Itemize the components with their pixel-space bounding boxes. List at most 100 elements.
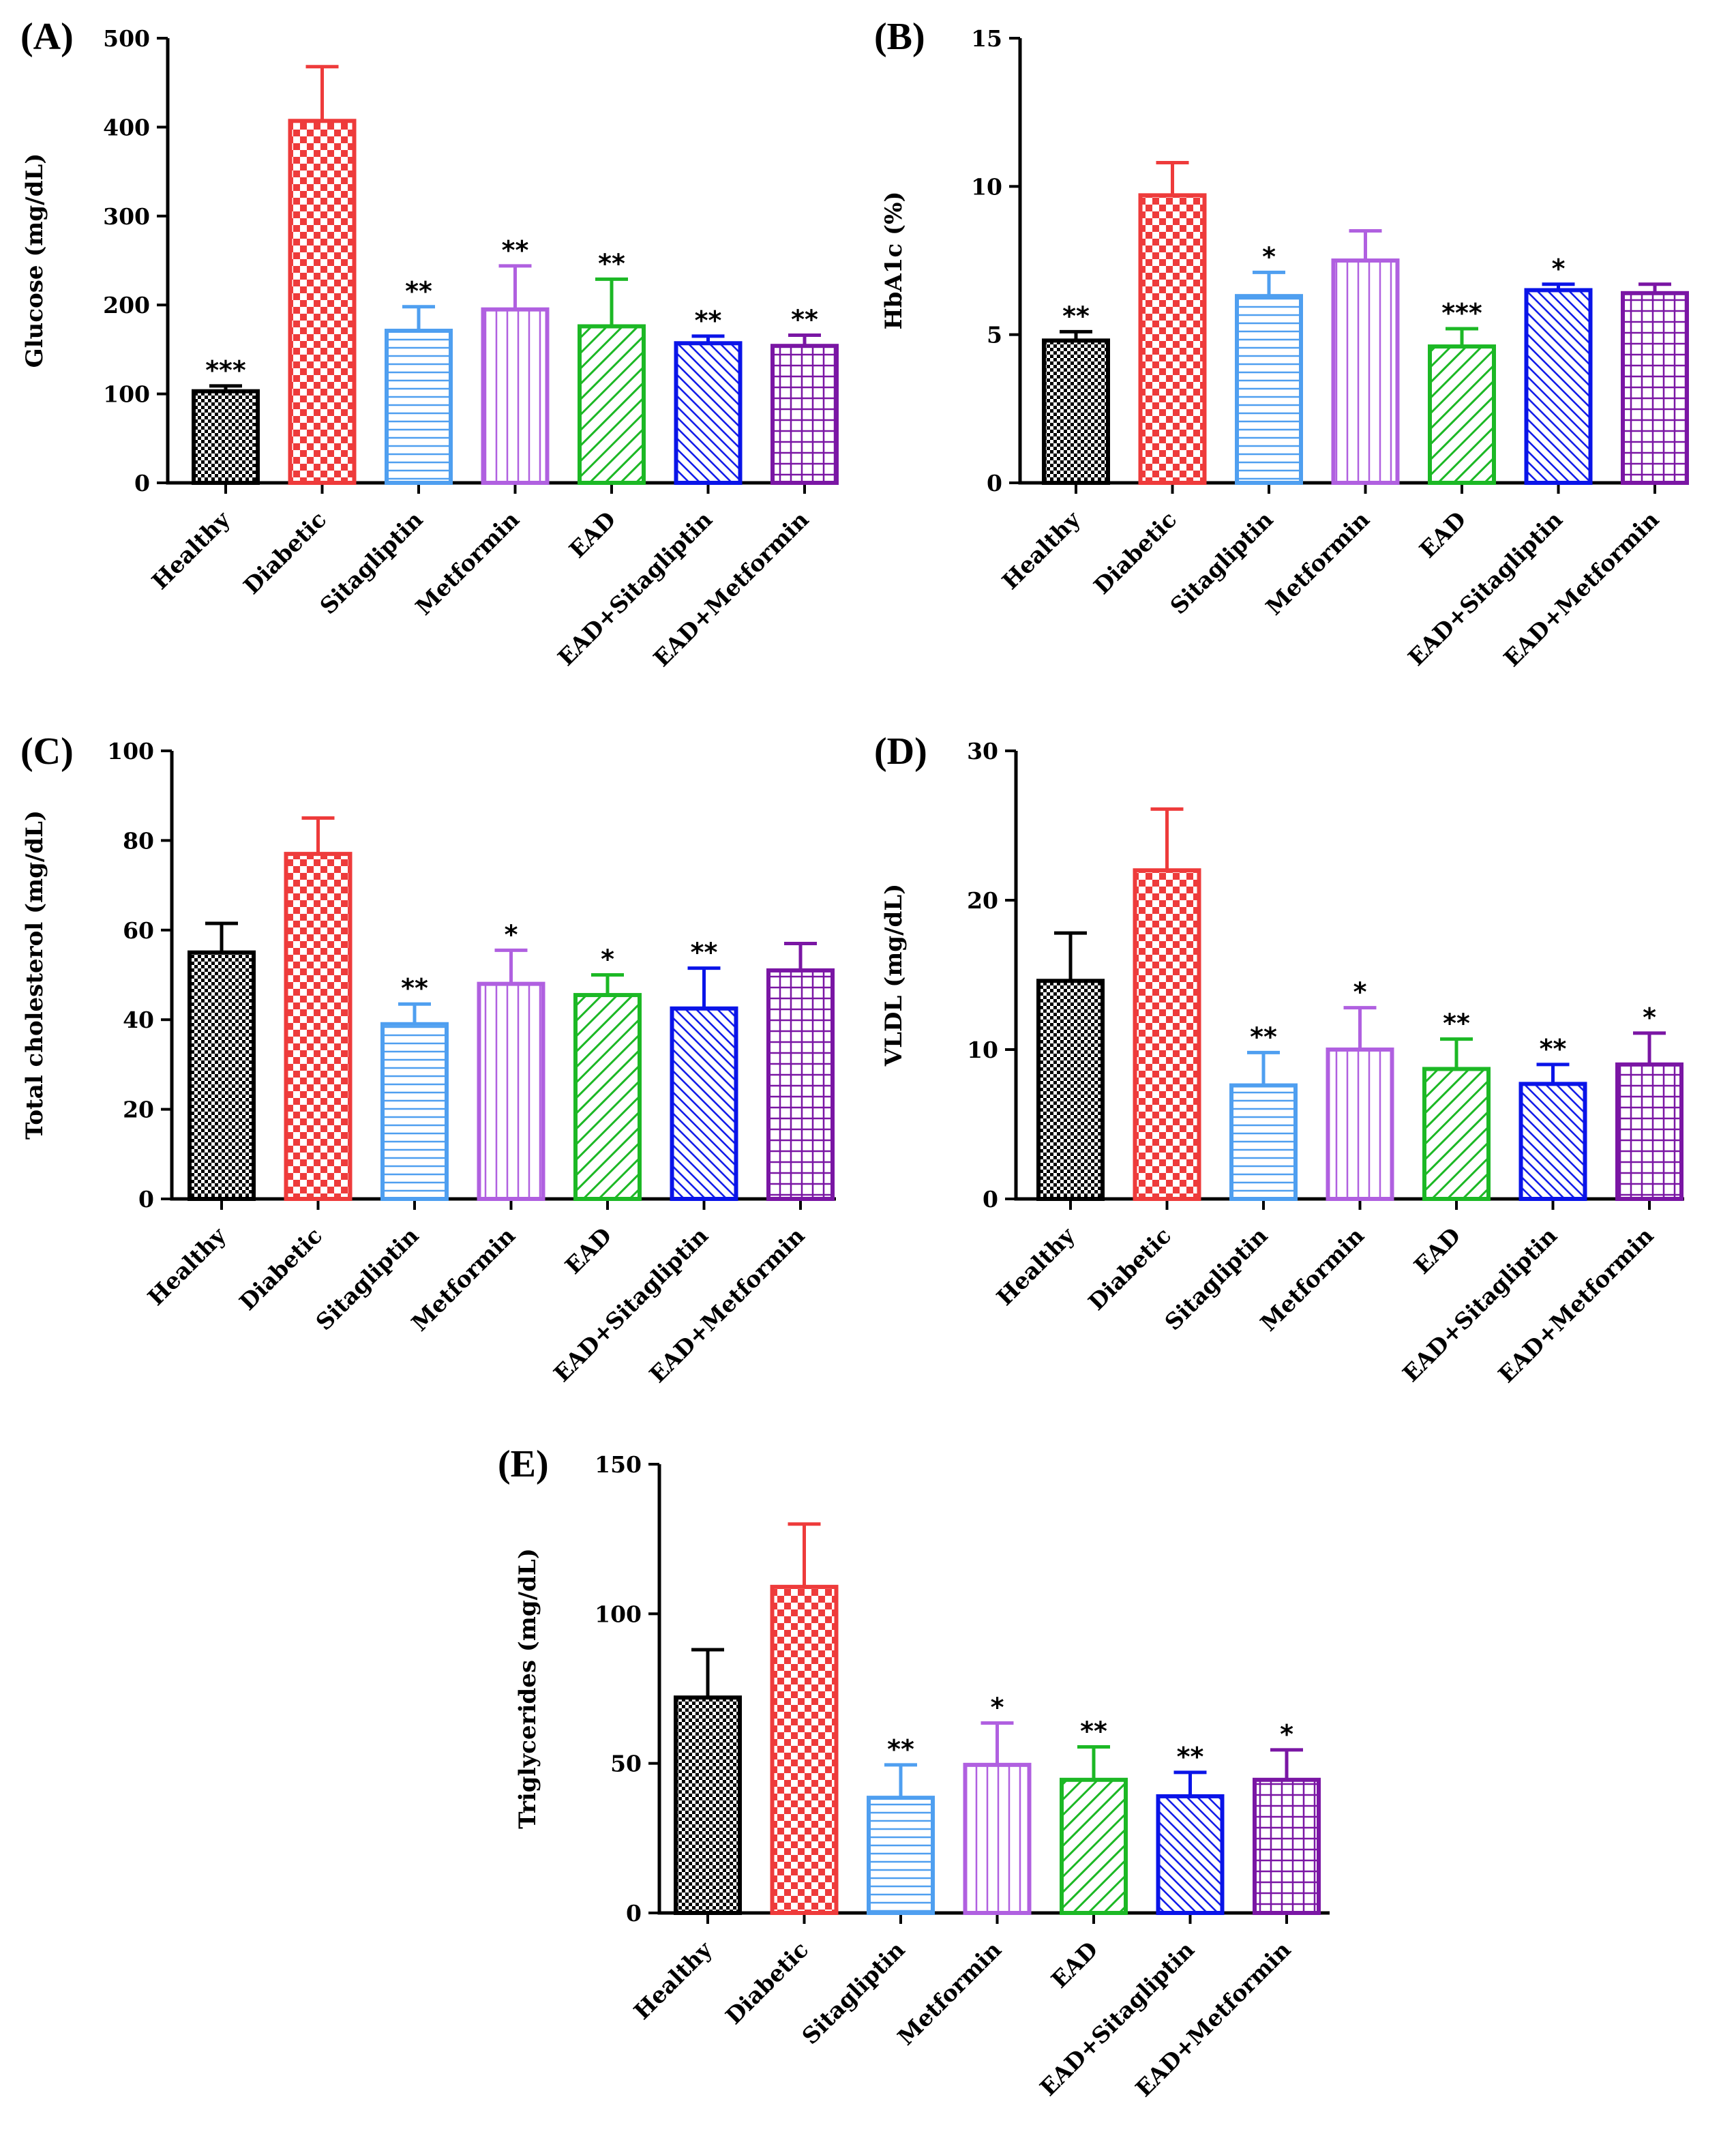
- panel-a-bar-ead: [578, 324, 646, 485]
- panel-a-significance-sitagliptin: **: [405, 276, 432, 306]
- panel-b-bar-ead: [1428, 344, 1496, 486]
- panel-d-significance-sitagliptin: **: [1250, 1022, 1277, 1052]
- panel-a: (A) Glucose (mg/dL) 0 100 200 300 400 500 *** Hea…: [20, 16, 839, 672]
- panel-d-y-tick-label: 10: [967, 1037, 998, 1063]
- panel-a-y-tick-label: 200: [103, 292, 150, 318]
- panel-d-x-label-healthy: Healthy: [991, 1222, 1080, 1311]
- panel-d-significance-metformin: *: [1353, 977, 1367, 1007]
- panel-c-bar-ead-sitagliptin: [670, 1006, 738, 1202]
- panel-e-x-label-ead: EAD: [1046, 1936, 1103, 1993]
- panel-c-letter: (C): [20, 730, 74, 773]
- panel-b-bar-ead-sitagliptin: [1524, 288, 1593, 485]
- panel-b-x-label-ead: EAD: [1414, 506, 1471, 563]
- panel-e-bar-ead-sitagliptin: [1156, 1794, 1225, 1915]
- panel-d-bar-healthy: [1036, 979, 1105, 1201]
- panel-a-bar-sitagliptin: [385, 329, 453, 485]
- panel-a-bar-ead-metformin: [770, 344, 839, 485]
- panel-a-bar-diabetic: [288, 119, 357, 486]
- panel-d-y-tick-label: 20: [967, 887, 998, 914]
- panel-e-bar-diabetic: [770, 1584, 839, 1915]
- panel-a-y-tick-label: 300: [103, 203, 150, 230]
- panel-c-x-label-healthy: Healthy: [143, 1222, 231, 1311]
- panel-b-bar-diabetic: [1138, 193, 1207, 485]
- panel-b-y-tick-label: 15: [971, 25, 1002, 52]
- panel-b-y-tick-label: 10: [971, 173, 1002, 200]
- panel-a-significance-ead-sitagliptin: **: [695, 306, 722, 336]
- panel-c: (C) Total cholesterol (mg/dL) 0 20 40 60 80 100…: [20, 730, 836, 1388]
- panel-b-letter: (B): [874, 16, 925, 58]
- panel-c-bar-metformin: [477, 981, 545, 1201]
- panel-c-y-tick-label: 0: [138, 1186, 154, 1213]
- panel-a-y-tick-label: 400: [103, 114, 150, 140]
- panel-b-bar-sitagliptin: [1235, 294, 1303, 485]
- panel-d-x-label-ead: EAD: [1409, 1222, 1466, 1279]
- panel-e-bar-metformin: [963, 1762, 1032, 1916]
- panel-e-x-label-healthy: Healthy: [629, 1936, 717, 2025]
- panel-e-bar-ead: [1060, 1777, 1128, 1915]
- panel-a-bar-metformin: [481, 307, 550, 485]
- panel-a-bar-ead-sitagliptin: [674, 341, 743, 485]
- panel-e-significance-ead-metformin: *: [1280, 1719, 1293, 1749]
- panel-a-y-axis-title: Glucose (mg/dL): [21, 153, 48, 368]
- panel-c-bar-sitagliptin: [380, 1022, 449, 1202]
- panel-d-bar-ead-sitagliptin: [1518, 1082, 1587, 1201]
- panel-b-bar-healthy: [1042, 338, 1110, 485]
- panel-c-y-axis-title: Total cholesterol (mg/dL): [21, 810, 48, 1140]
- panel-c-bar-diabetic: [284, 852, 353, 1201]
- panel-b-significance-ead-sitagliptin: *: [1552, 254, 1566, 284]
- panel-d-y-tick-label: 0: [983, 1186, 998, 1213]
- panel-c-significance-ead: *: [601, 945, 614, 975]
- panel-e-y-tick-label: 150: [595, 1451, 642, 1478]
- panel-d-significance-ead: **: [1443, 1009, 1470, 1039]
- panel-d-bar-ead: [1422, 1067, 1491, 1201]
- panel-e-y-tick-label: 50: [610, 1751, 642, 1777]
- panel-c-x-label-diabetic: Diabetic: [234, 1222, 327, 1316]
- panel-a-y-tick-label: 0: [134, 470, 150, 496]
- panel-c-x-label-metformin: Metformin: [406, 1222, 520, 1336]
- panel-a-letter: (A): [20, 16, 74, 58]
- panel-e-significance-ead-sitagliptin: **: [1177, 1742, 1204, 1772]
- panel-d-x-label-metformin: Metformin: [1255, 1222, 1369, 1336]
- panel-b-y-tick-label: 0: [987, 470, 1002, 496]
- panel-c-y-tick-label: 20: [123, 1097, 154, 1123]
- panel-c-y-tick-label: 80: [123, 827, 154, 854]
- panel-b-significance-sitagliptin: *: [1262, 241, 1276, 271]
- panel-e-y-tick-label: 100: [595, 1601, 642, 1627]
- panel-a-x-label-metformin: Metformin: [410, 506, 524, 620]
- panel-e-significance-ead: **: [1080, 1717, 1107, 1747]
- panel-d-significance-ead-metformin: *: [1643, 1003, 1656, 1033]
- panel-d-bar-sitagliptin: [1229, 1083, 1298, 1202]
- panel-a-y-tick-label: 100: [103, 381, 150, 408]
- panel-c-bar-ead: [573, 993, 642, 1201]
- panel-a-significance-ead: **: [598, 248, 625, 278]
- panel-d-y-axis-title: VLDL (mg/dL): [880, 884, 908, 1067]
- panel-d-letter: (D): [874, 730, 927, 773]
- panel-e-bar-sitagliptin: [867, 1796, 935, 1915]
- panel-c-y-tick-label: 40: [123, 1007, 154, 1033]
- panel-d-x-label-diabetic: Diabetic: [1083, 1222, 1176, 1316]
- panel-d-y-tick-label: 30: [967, 738, 998, 764]
- panel-a-bar-healthy: [192, 389, 260, 485]
- panel-b-significance-ead: ***: [1441, 298, 1482, 328]
- panel-a-x-label-healthy: Healthy: [147, 506, 235, 595]
- panel-a-significance-healthy: ***: [205, 355, 246, 385]
- panel-c-significance-sitagliptin: **: [401, 973, 428, 1003]
- panel-c-y-tick-label: 100: [107, 738, 154, 764]
- panel-e-letter: (E): [498, 1443, 549, 1485]
- panel-b-x-label-metformin: Metformin: [1261, 506, 1375, 620]
- panel-b-bar-metformin: [1331, 258, 1400, 485]
- panel-c-significance-ead-sitagliptin: **: [691, 938, 718, 968]
- panel-e-bar-ead-metformin: [1253, 1777, 1321, 1915]
- panel-e-y-axis-title: Triglycerides (mg/dL): [514, 1548, 541, 1829]
- panel-c-bar-healthy: [188, 950, 256, 1202]
- panel-e-y-tick-label: 0: [626, 1900, 642, 1927]
- panel-e: (E) Triglycerides (mg/dL) 0 50 100 150 Healthy…: [498, 1443, 1330, 2102]
- panel-d-bar-ead-metformin: [1615, 1062, 1683, 1202]
- panel-a-significance-ead-metformin: **: [791, 305, 818, 335]
- panel-d-bar-diabetic: [1133, 868, 1201, 1201]
- panel-e-x-label-metformin: Metformin: [893, 1936, 1006, 2050]
- panel-e-significance-metformin: *: [991, 1692, 1004, 1722]
